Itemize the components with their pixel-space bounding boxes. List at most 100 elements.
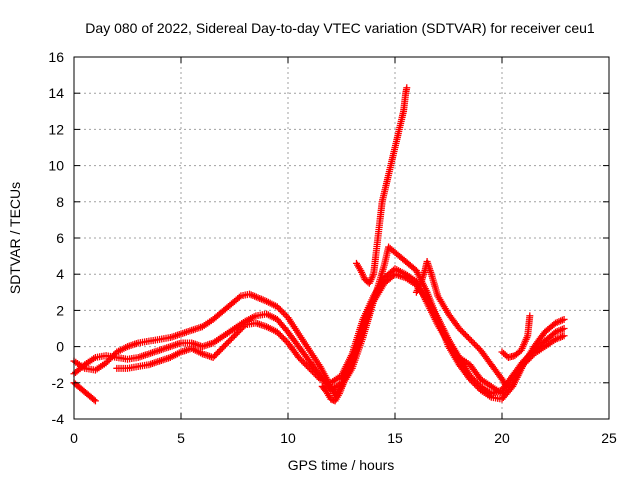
data-point (521, 359, 529, 367)
data-point (209, 353, 217, 361)
data-point (235, 293, 243, 301)
data-point (458, 328, 466, 336)
data-point (310, 369, 318, 377)
data-point (472, 378, 480, 386)
data-point (307, 366, 315, 374)
data-point (231, 332, 238, 340)
data-point (217, 346, 225, 354)
data-point (281, 311, 289, 319)
data-point (464, 334, 472, 342)
data-point (470, 376, 478, 384)
data-point (102, 359, 110, 367)
data-point (215, 347, 223, 355)
x-tick-label: 10 (280, 430, 296, 446)
data-point (90, 396, 98, 404)
y-tick-label: 2 (56, 302, 64, 318)
data-point (305, 364, 313, 372)
data-point (527, 353, 535, 361)
series-track-1 (70, 243, 568, 403)
data-point (308, 367, 316, 375)
data-point (340, 379, 348, 387)
data-point (279, 334, 287, 342)
data-point (227, 335, 235, 343)
data-point (232, 330, 240, 338)
data-point (470, 340, 478, 348)
data-point (212, 350, 220, 358)
x-tick-label: 0 (70, 430, 78, 446)
data-point (281, 336, 289, 344)
x-tick-label: 25 (601, 430, 617, 446)
data-point (461, 331, 469, 339)
data-point (237, 326, 245, 334)
data-point (238, 324, 246, 332)
data-point (91, 397, 99, 405)
data-point (500, 388, 508, 396)
data-point (273, 328, 281, 336)
y-tick-label: 6 (56, 230, 64, 246)
data-point (526, 312, 534, 320)
data-point (526, 354, 534, 362)
data-point (234, 329, 242, 337)
data-point (211, 352, 219, 360)
series-track-6 (412, 258, 510, 390)
data-point (498, 390, 506, 398)
x-tick-label: 20 (494, 430, 510, 446)
y-tick-label: -4 (52, 411, 65, 427)
series-track-4 (70, 379, 99, 405)
data-point (299, 358, 307, 366)
x-tick-label: 5 (177, 430, 185, 446)
y-tick-label: 8 (56, 194, 64, 210)
data-point (214, 349, 222, 357)
data-point (220, 343, 228, 351)
data-point (519, 361, 527, 369)
data-point (275, 304, 283, 312)
data-point (469, 338, 477, 346)
data-point (240, 322, 248, 330)
chart-title: Day 080 of 2022, Sidereal Day-to-day VTE… (85, 20, 595, 36)
data-point (105, 356, 113, 364)
data-point (403, 84, 411, 92)
data-point (457, 326, 465, 334)
series-track-5 (352, 84, 411, 287)
y-tick-label: 14 (48, 85, 64, 101)
data-point (229, 333, 237, 341)
axis-ticks: 0 5 10 15 20 25 -4 -2 0 2 4 6 8 10 12 14 16 (48, 49, 617, 446)
data-points (70, 84, 568, 405)
x-tick-label: 15 (387, 430, 403, 446)
data-point (218, 344, 226, 352)
data-point (501, 387, 509, 395)
data-point (226, 336, 234, 344)
y-tick-label: -2 (52, 375, 65, 391)
y-tick-label: 10 (48, 158, 64, 174)
data-point (466, 372, 474, 380)
data-point (273, 303, 281, 311)
data-point (235, 327, 243, 335)
series-track-7 (498, 312, 534, 361)
data-point (560, 315, 568, 323)
data-point (276, 331, 284, 339)
data-point (524, 356, 532, 364)
data-point (472, 342, 480, 350)
data-point (460, 329, 468, 337)
data-point (474, 343, 482, 351)
data-point (296, 355, 304, 363)
data-point (295, 353, 303, 361)
data-point (502, 382, 510, 390)
data-point (474, 379, 482, 387)
data-point (312, 371, 320, 379)
data-point (560, 325, 568, 332)
data-point (298, 357, 306, 365)
data-point (469, 375, 477, 383)
data-point (278, 333, 286, 341)
data-point (466, 335, 474, 343)
data-point (301, 360, 309, 368)
data-point (221, 341, 229, 349)
data-point (467, 337, 475, 345)
y-tick-label: 0 (56, 339, 64, 355)
y-tick-label: 16 (48, 49, 64, 65)
y-tick-label: 12 (48, 121, 64, 137)
data-point (276, 306, 284, 314)
series-track-8 (318, 379, 348, 405)
data-point (313, 372, 321, 380)
